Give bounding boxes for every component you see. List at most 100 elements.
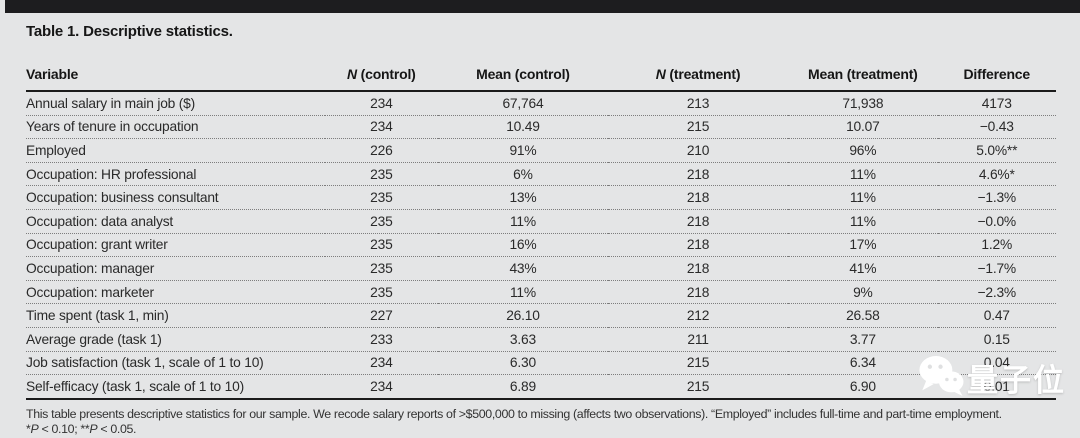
top-black-bar [5,0,1080,13]
cell-variable: Occupation: HR professional [26,162,325,187]
cell-n-treatment: 218 [607,233,789,258]
cell-n-control: 226 [324,138,438,163]
cell-n-treatment: 218 [607,162,789,187]
cell-mean-control: 11% [437,280,608,305]
table-row: Annual salary in main job ($) 234 67,764 21… [26,91,1056,116]
table-row: Occupation: grant writer 235 16% 218 17% 1.2% [26,233,1056,258]
cell-n-control: 235 [324,233,438,258]
cell-mean-treatment: 3.77 [788,327,938,352]
column-header-n-treatment: N (treatment) [607,66,789,92]
cell-difference: 1.2% [937,233,1056,258]
cell-variable: Occupation: marketer [26,280,325,305]
cell-n-treatment: 211 [607,327,789,352]
cell-variable: Years of tenure in occupation [26,115,325,140]
table-row: Job satisfaction (task 1, scale of 1 to … [26,351,1056,376]
cell-mean-treatment: 10.07 [788,115,938,140]
table-body: Annual salary in main job ($) 234 67,764 21… [26,91,1056,400]
cell-mean-control: 13% [437,185,608,210]
cell-variable: Occupation: business consultant [26,185,325,210]
cell-mean-control: 11% [437,209,608,234]
table-row: Time spent (task 1, min) 227 26.10 212 26.58… [26,303,1056,328]
column-header-difference: Difference [937,66,1056,92]
cell-mean-treatment: 26.58 [788,303,938,328]
cell-n-control: 227 [324,303,438,328]
cell-difference: 0.15 [937,327,1056,352]
table-row: Occupation: manager 235 43% 218 41% −1.7% [26,256,1056,281]
table-row: Occupation: business consultant 235 13% 218… [26,185,1056,210]
cell-n-treatment: 215 [607,374,789,400]
column-header-mean-control: Mean (control) [437,66,608,92]
cell-difference: 0.01 [937,374,1056,400]
cell-difference: −1.3% [937,185,1056,210]
cell-mean-control: 10.49 [437,115,608,140]
cell-mean-control: 16% [437,233,608,258]
cell-mean-treatment: 96% [788,138,938,163]
table-row: Years of tenure in occupation 234 10.49 215… [26,115,1056,140]
cell-difference: 0.04 [937,351,1056,376]
cell-n-control: 234 [324,91,438,116]
cell-mean-treatment: 17% [788,233,938,258]
cell-variable: Occupation: data analyst [26,209,325,234]
cell-n-control: 235 [324,256,438,281]
table-header-row: Variable N (control) Mean (control) N (t… [26,66,1056,92]
cell-variable: Average grade (task 1) [26,327,325,352]
cell-n-treatment: 215 [607,351,789,376]
cell-variable: Time spent (task 1, min) [26,303,325,328]
cell-mean-control: 3.63 [437,327,608,352]
cell-variable: Occupation: grant writer [26,233,325,258]
cell-n-control: 235 [324,280,438,305]
cell-mean-treatment: 71,938 [788,91,938,116]
cell-mean-treatment: 6.34 [788,351,938,376]
cell-difference: 4.6%* [937,162,1056,187]
table-title: Table 1. Descriptive statistics. [26,23,233,40]
cell-mean-control: 6.89 [437,374,608,400]
descriptive-statistics-table: Variable N (control) Mean (control) N (t… [26,66,1056,400]
cell-n-treatment: 213 [607,91,789,116]
cell-mean-treatment: 9% [788,280,938,305]
cell-mean-treatment: 41% [788,256,938,281]
cell-n-treatment: 218 [607,185,789,210]
cell-n-treatment: 210 [607,138,789,163]
footnote-significance: *P < 0.10; **P < 0.05. [26,422,137,437]
table-row: Occupation: HR professional 235 6% 218 11% 4.… [26,162,1056,187]
cell-variable: Employed [26,138,325,163]
cell-mean-control: 6.30 [437,351,608,376]
cell-n-control: 234 [324,115,438,140]
cell-difference: −2.3% [937,280,1056,305]
cell-variable: Self-efficacy (task 1, scale of 1 to 10) [26,374,325,400]
cell-variable: Annual salary in main job ($) [26,91,325,116]
table-row: Occupation: marketer 235 11% 218 9% −2.3% [26,280,1056,305]
cell-mean-control: 43% [437,256,608,281]
cell-difference: 0.47 [937,303,1056,328]
table-row: Employed 226 91% 210 96% 5.0%** [26,138,1056,163]
cell-n-treatment: 215 [607,115,789,140]
cell-n-control: 235 [324,185,438,210]
column-header-n-control: N (control) [324,66,438,92]
cell-n-control: 235 [324,209,438,234]
cell-n-treatment: 212 [607,303,789,328]
cell-mean-control: 26.10 [437,303,608,328]
cell-n-treatment: 218 [607,256,789,281]
table-row: Occupation: data analyst 235 11% 218 11% −0.0… [26,209,1056,234]
table-row: Self-efficacy (task 1, scale of 1 to 10)… [26,374,1056,400]
column-header-mean-treatment: Mean (treatment) [788,66,938,92]
cell-mean-treatment: 6.90 [788,374,938,400]
cell-variable: Occupation: manager [26,256,325,281]
cell-difference: −0.43 [937,115,1056,140]
cell-variable: Job satisfaction (task 1, scale of 1 to … [26,351,325,376]
cell-mean-control: 6% [437,162,608,187]
cell-n-treatment: 218 [607,280,789,305]
footnote-note: This table presents descriptive statisti… [26,406,1002,421]
cell-difference: 4173 [937,91,1056,116]
table-row: Average grade (task 1) 233 3.63 211 3.77 0.15 [26,327,1056,352]
cell-difference: 5.0%** [937,138,1056,163]
cell-n-treatment: 218 [607,209,789,234]
cell-difference: −0.0% [937,209,1056,234]
column-header-variable: Variable [26,66,325,92]
cell-n-control: 234 [324,351,438,376]
table-footnotes: This table presents descriptive statisti… [26,407,1056,438]
cell-mean-control: 67,764 [437,91,608,116]
table-panel: Table 1. Descriptive statistics. Variabl… [26,13,1056,438]
cell-n-control: 234 [324,374,438,400]
cell-mean-treatment: 11% [788,185,938,210]
